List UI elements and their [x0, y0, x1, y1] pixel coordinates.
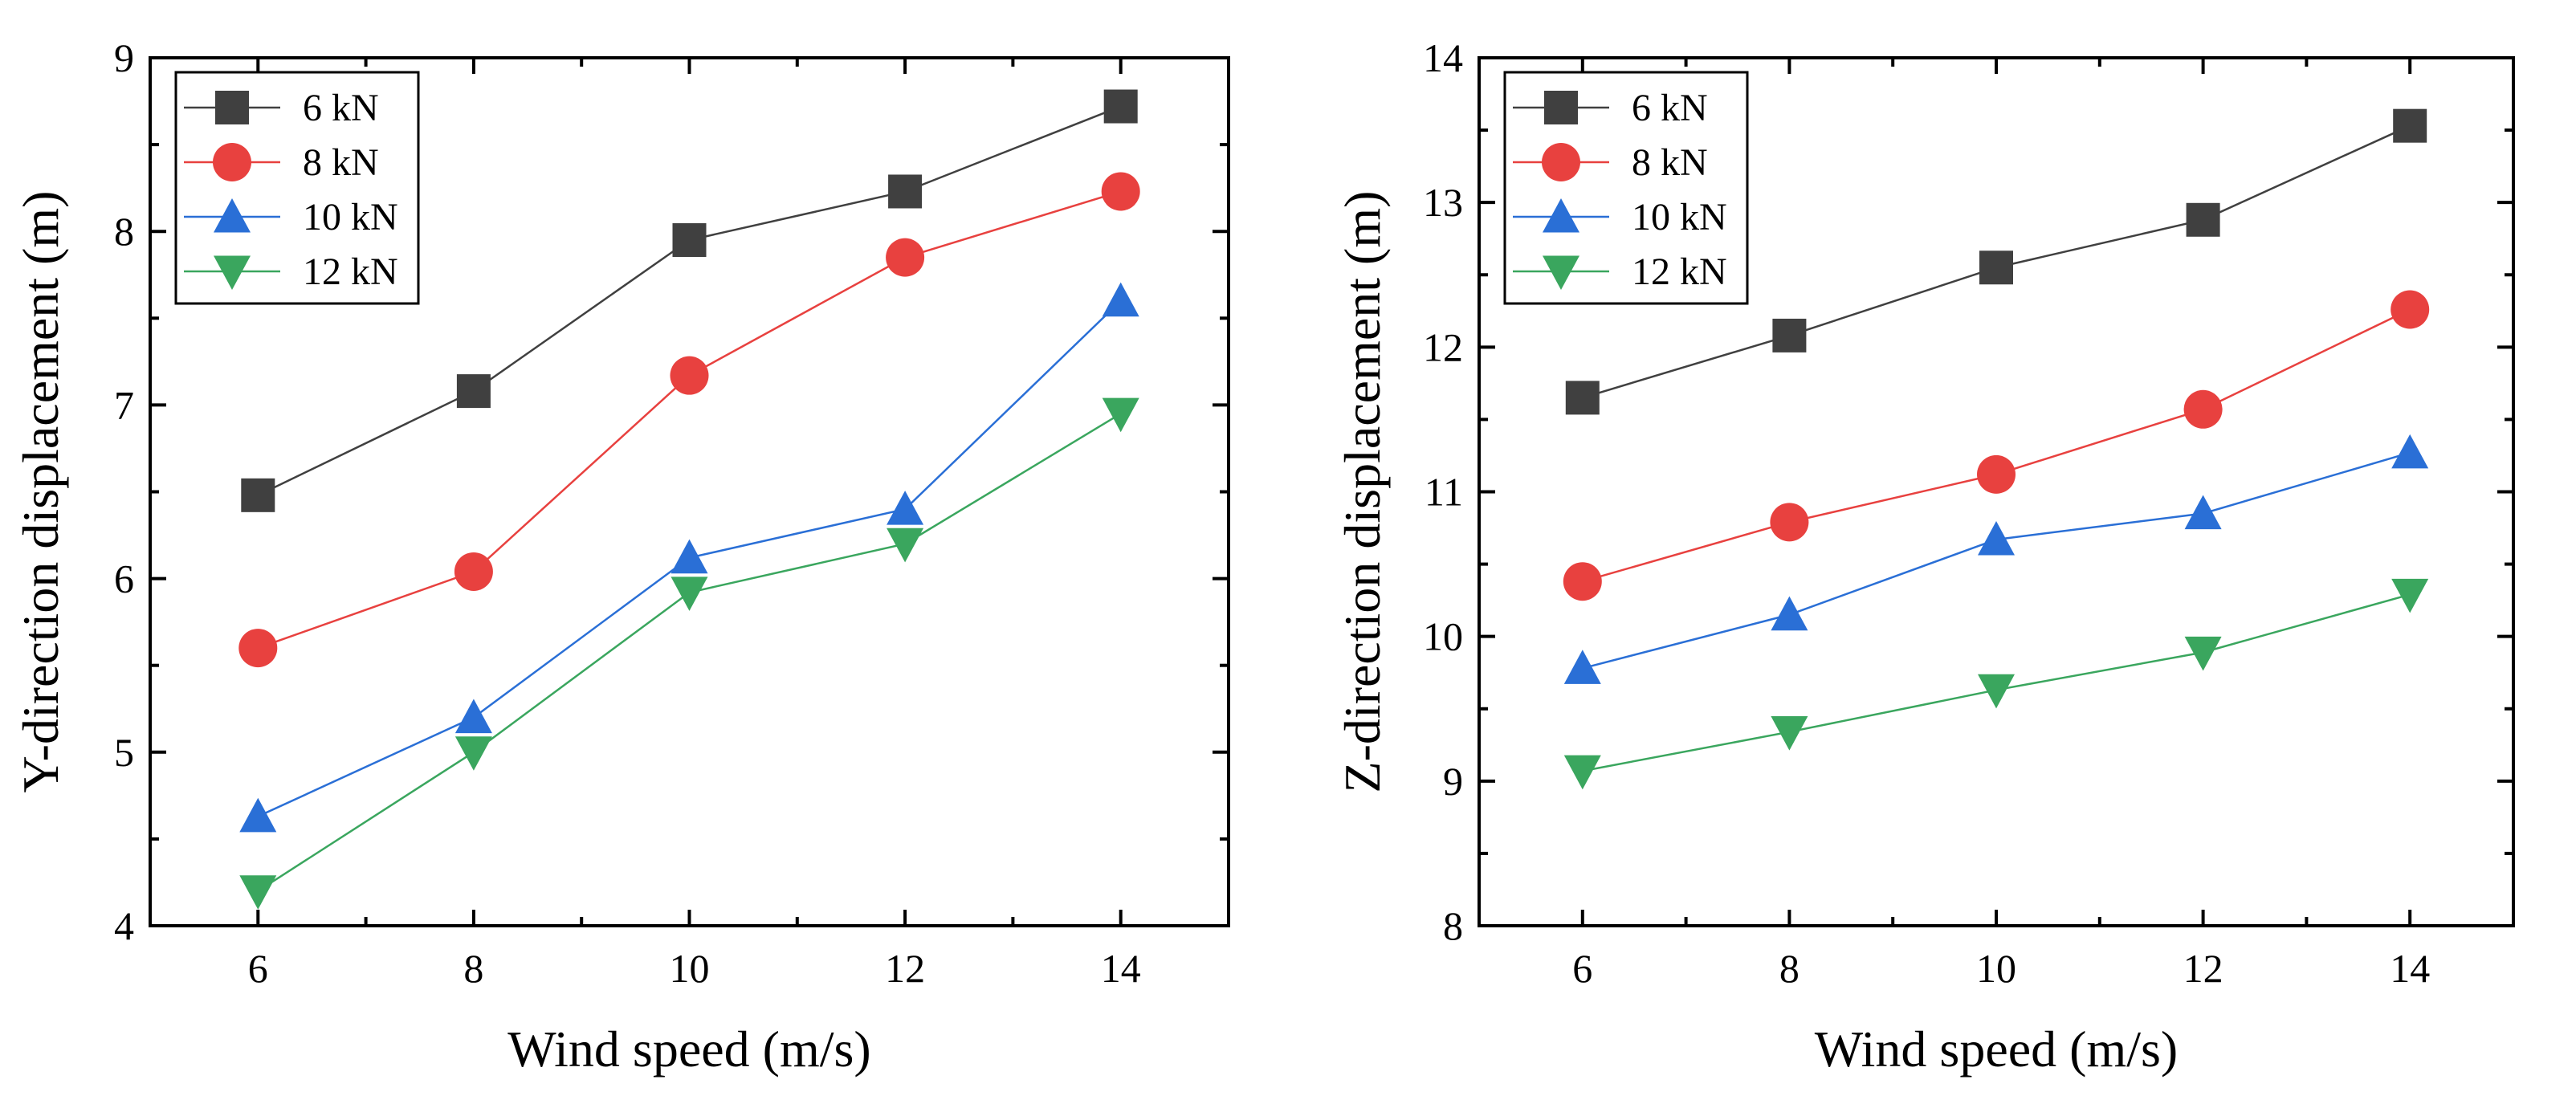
data-point [1771, 596, 1808, 631]
data-point [454, 736, 492, 771]
y-tick-label: 14 [1423, 35, 1463, 80]
data-point [1978, 674, 2015, 709]
data-point [670, 539, 708, 574]
data-point [2393, 108, 2427, 143]
data-point [1563, 755, 1601, 790]
data-point [886, 238, 925, 277]
y-tick-label: 6 [114, 556, 134, 601]
data-point [1563, 562, 1602, 601]
y-tick-label: 9 [1443, 759, 1463, 804]
series-12-kn [239, 397, 1139, 910]
data-point [1979, 251, 2013, 285]
data-point [241, 478, 275, 512]
y-tick-label: 13 [1423, 180, 1463, 225]
axis-ticks [149, 56, 1230, 927]
legend-marker [1542, 143, 1580, 181]
x-axis-title: Wind speed (m/s) [507, 1020, 870, 1078]
legend-label: 6 kN [1632, 87, 1708, 129]
series-8-kn [238, 172, 1140, 668]
y-tick-label: 11 [1425, 470, 1463, 515]
y-tick-label: 5 [114, 730, 134, 775]
data-point [887, 491, 924, 525]
x-tick-label: 12 [885, 946, 925, 991]
data-point [238, 629, 278, 668]
legend-marker [1543, 198, 1579, 233]
legend-marker [214, 198, 251, 233]
x-axis-title: Wind speed (m/s) [1815, 1020, 2178, 1078]
data-point [2391, 434, 2429, 469]
x-tick-label: 6 [248, 946, 268, 991]
legend-marker [1543, 255, 1579, 290]
series-10-kn [1563, 434, 2429, 684]
legend-label: 10 kN [303, 196, 398, 238]
data-point [239, 797, 277, 833]
legend: 6 kN 8 kN 10 kN 12 kN [174, 71, 420, 305]
y-tick-label: 10 [1423, 614, 1463, 659]
data-point [1978, 520, 2015, 556]
chart-z-displacement: 6 8 10 12 14 8 9 10 11 12 13 14 Wind speed (m/s) Z-di… [1334, 35, 2515, 1078]
series-6-kn [1565, 108, 2427, 415]
y-tick-label: 9 [114, 35, 134, 80]
data-point [2186, 202, 2220, 237]
legend-label: 6 kN [303, 87, 379, 129]
legend-label: 10 kN [1632, 196, 1727, 238]
data-point [2391, 578, 2429, 613]
y-tick-label: 4 [114, 903, 134, 948]
data-point [1565, 381, 1600, 415]
x-tick-label: 10 [670, 946, 710, 991]
chart-y-displacement: 6 8 10 12 14 4 5 6 7 8 9 Wind speed (m/s) Y-directio… [12, 35, 1230, 1078]
data-point [239, 875, 277, 910]
y-tick-label: 12 [1423, 324, 1463, 369]
data-point [456, 374, 491, 409]
legend-marker [214, 255, 251, 290]
data-point [1101, 172, 1140, 211]
legend-marker [1544, 91, 1578, 124]
y-axis-title: Y-direction displacement (m) [12, 191, 69, 793]
data-point [2183, 389, 2223, 429]
data-point [454, 699, 492, 734]
y-tick-label: 7 [114, 382, 134, 427]
data-point [888, 174, 923, 209]
legend-label: 8 kN [303, 141, 379, 184]
data-point [1770, 503, 1809, 542]
data-point [454, 552, 493, 591]
data-point [2391, 290, 2430, 329]
data-point [2184, 495, 2222, 530]
data-point [1771, 716, 1808, 751]
series-12-kn [1563, 578, 2429, 790]
legend-marker [215, 91, 249, 124]
legend: 6 kN 8 kN 10 kN 12 kN [1503, 71, 1749, 305]
x-tick-label: 8 [1779, 946, 1800, 991]
legend-label: 12 kN [303, 251, 398, 293]
x-tick-label: 14 [2390, 946, 2430, 991]
data-point [887, 528, 924, 563]
x-tick-label: 14 [1101, 946, 1141, 991]
series-10-kn [239, 282, 1139, 833]
data-point [672, 223, 707, 258]
data-point [1772, 318, 1807, 352]
legend-marker [213, 143, 251, 181]
data-point [1977, 454, 2016, 494]
data-point [1102, 282, 1139, 317]
series-8-kn [1563, 290, 2430, 601]
y-axis-title: Z-direction displacement (m) [1334, 191, 1391, 793]
series-6-kn [241, 89, 1138, 512]
data-point [670, 356, 709, 395]
axis-ticks [1478, 56, 2515, 927]
x-tick-label: 8 [463, 946, 483, 991]
data-point [670, 576, 708, 611]
x-tick-label: 10 [1976, 946, 2016, 991]
data-point [2184, 636, 2222, 671]
x-tick-label: 6 [1572, 946, 1592, 991]
y-tick-label: 8 [114, 209, 134, 254]
y-tick-label: 8 [1443, 903, 1463, 948]
legend-label: 12 kN [1632, 251, 1727, 293]
legend-label: 8 kN [1632, 141, 1708, 184]
data-point [1102, 397, 1139, 433]
data-point [1103, 89, 1138, 124]
data-point [1563, 650, 1601, 684]
x-tick-label: 12 [2183, 946, 2223, 991]
